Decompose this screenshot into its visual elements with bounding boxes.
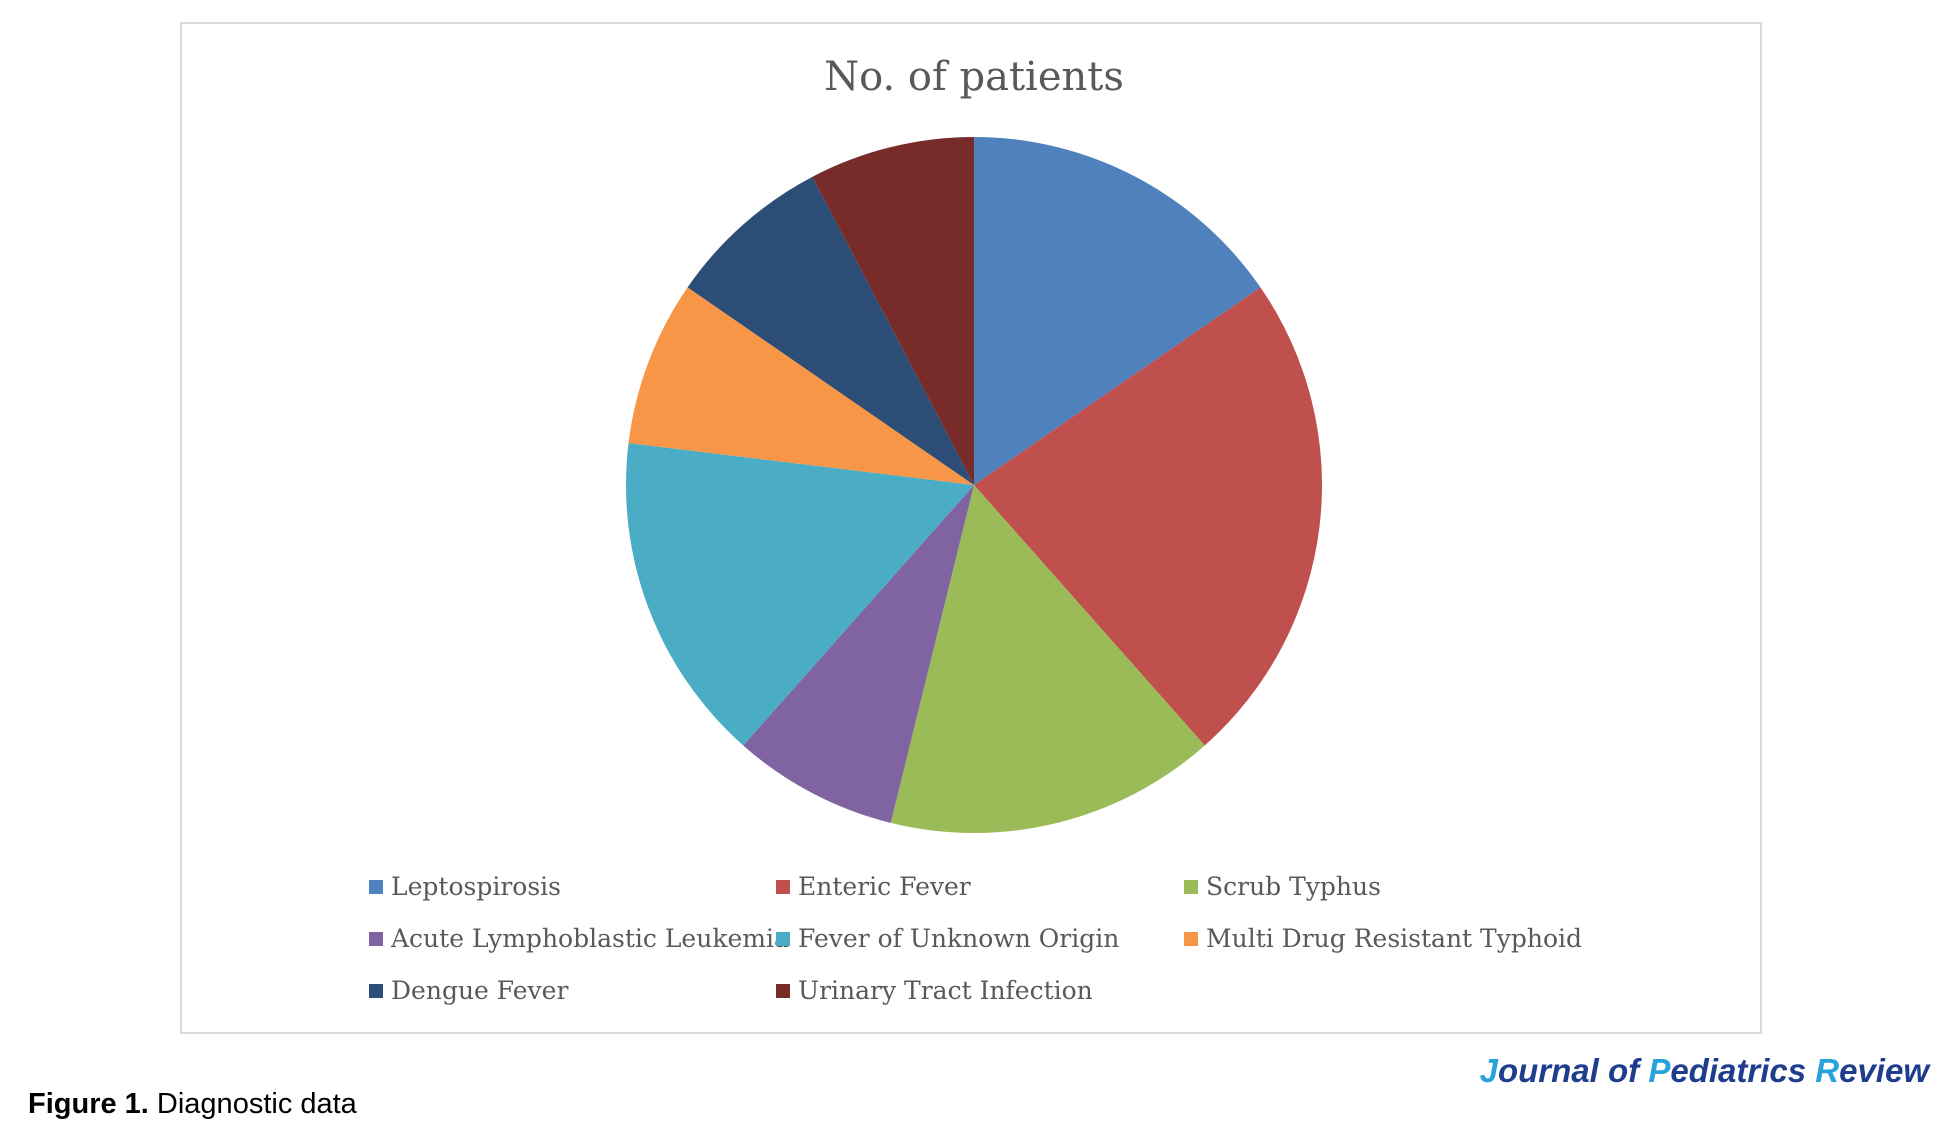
legend-swatch-enteric-fever (776, 880, 790, 894)
pie-slice-acute-lymphoblastic-leukemia (743, 485, 974, 823)
chart-frame: No. of patients Leptospirosis Enteric Fev… (180, 22, 1762, 1034)
pie-slice-urinary-tract-infection (812, 137, 974, 485)
legend-swatch-urinary-tract-infection (776, 984, 790, 998)
legend-swatch-multi-drug-resistant-typhoid (1184, 932, 1198, 946)
figure-caption: Figure 1. Diagnostic data (28, 1088, 357, 1121)
legend-item-scrub-typhus: Scrub Typhus (1184, 872, 1381, 901)
legend-label-dengue-fever: Dengue Fever (391, 976, 568, 1005)
figure-label: Figure 1. (28, 1088, 149, 1120)
legend-label-scrub-typhus: Scrub Typhus (1206, 872, 1381, 901)
legend-item-enteric-fever: Enteric Fever (776, 872, 971, 901)
legend-swatch-dengue-fever (369, 984, 383, 998)
legend-label-multi-drug-resistant-typhoid: Multi Drug Resistant Typhoid (1206, 924, 1582, 953)
legend-label-enteric-fever: Enteric Fever (798, 872, 971, 901)
legend-label-leptospirosis: Leptospirosis (391, 872, 561, 901)
figure-caption-text: Diagnostic data (148, 1088, 357, 1120)
legend-item-urinary-tract-infection: Urinary Tract Infection (776, 976, 1093, 1005)
legend-label-fever-of-unknown-origin: Fever of Unknown Origin (798, 924, 1119, 953)
legend-swatch-scrub-typhus (1184, 880, 1198, 894)
legend-swatch-acute-lymphoblastic-leukemia (369, 932, 383, 946)
pie-slice-scrub-typhus (890, 485, 1205, 833)
legend-item-acute-lymphoblastic-leukemia: Acute Lymphoblastic Leukemia (369, 924, 789, 953)
pie-slice-leptospirosis (974, 137, 1261, 485)
legend-label-acute-lymphoblastic-leukemia: Acute Lymphoblastic Leukemia (390, 924, 789, 953)
journal-logo: Journal of Pediatrics Review (1479, 1052, 1929, 1089)
pie-slice-dengue-fever (687, 176, 974, 485)
legend: Leptospirosis Enteric Fever Scrub Typhus Ac… (369, 872, 1582, 1005)
pie-slice-fever-of-unknown-origin (626, 443, 974, 746)
legend-item-leptospirosis: Leptospirosis (369, 872, 561, 901)
legend-swatch-fever-of-unknown-origin (776, 932, 790, 946)
legend-swatch-leptospirosis (369, 880, 383, 894)
pie-slice-multi-drug-resistant-typhoid (628, 287, 974, 485)
pie-chart: No. of patients Leptospirosis Enteric Fev… (369, 54, 1582, 1005)
chart-title: No. of patients (824, 54, 1124, 100)
pie-slices (626, 137, 1322, 833)
legend-item-dengue-fever: Dengue Fever (369, 976, 568, 1005)
legend-item-fever-of-unknown-origin: Fever of Unknown Origin (776, 924, 1119, 953)
pie-slice-enteric-fever (974, 287, 1322, 746)
legend-item-multi-drug-resistant-typhoid: Multi Drug Resistant Typhoid (1184, 924, 1582, 953)
legend-label-urinary-tract-infection: Urinary Tract Infection (798, 976, 1093, 1005)
